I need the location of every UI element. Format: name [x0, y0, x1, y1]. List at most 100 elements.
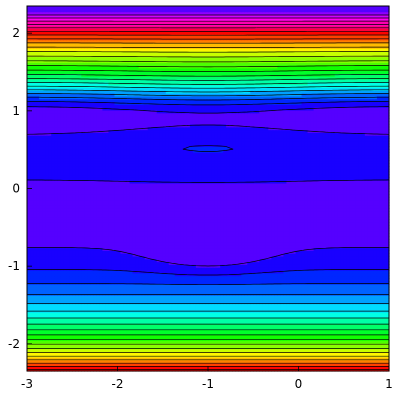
contour-cell	[90, 351, 94, 355]
contour-cell	[90, 269, 94, 274]
contour-cell	[150, 365, 155, 369]
contour-cell	[334, 365, 339, 369]
contour-cell	[72, 298, 76, 302]
contour-cell	[328, 269, 333, 274]
contour-cell	[201, 328, 206, 333]
contour-cell	[192, 286, 197, 291]
contour-cell	[141, 328, 146, 333]
contour-cell	[346, 300, 351, 305]
contour-cell	[54, 314, 58, 319]
contour-cell	[289, 356, 294, 361]
contour-cell	[385, 289, 390, 293]
contour-cell	[361, 269, 366, 274]
contour-cell	[379, 283, 384, 288]
contour-cell	[355, 323, 360, 327]
contour-cell	[39, 283, 43, 288]
contour-cell	[307, 264, 312, 268]
contour-cell	[280, 362, 285, 366]
contour-cell	[174, 303, 179, 308]
contour-cell	[247, 300, 251, 305]
contour-cell	[129, 300, 134, 305]
contour-cell	[295, 359, 300, 364]
contour-cell	[189, 328, 194, 333]
contour-cell	[93, 331, 97, 336]
contour-cell	[247, 283, 251, 288]
contour-cell	[274, 328, 278, 333]
contour-cell	[238, 292, 242, 296]
contour-cell	[33, 258, 37, 263]
contour-cell	[217, 298, 221, 302]
contour-cell	[253, 253, 257, 257]
contour-cell	[340, 286, 345, 291]
contour-cell	[48, 306, 52, 310]
contour-cell	[217, 255, 221, 260]
contour-cell	[313, 281, 318, 285]
contour-cell	[229, 264, 233, 268]
contour-cell	[90, 340, 94, 344]
contour-cell	[156, 281, 161, 285]
contour-cell	[295, 298, 300, 302]
contour-cell	[129, 269, 134, 274]
contour-cell	[168, 362, 173, 366]
contour-cell	[150, 342, 155, 347]
contour-cell	[180, 258, 185, 263]
contour-cell	[334, 264, 339, 268]
contour-cell	[370, 340, 375, 344]
contour-cell	[334, 258, 339, 263]
contour-cell	[51, 365, 55, 369]
contour-cell	[114, 340, 119, 344]
contour-cell	[42, 320, 46, 324]
contour-cell	[244, 272, 248, 277]
contour-cell	[204, 328, 209, 333]
contour-cell	[195, 323, 200, 327]
contour-cell	[138, 258, 143, 263]
contour-cell	[382, 303, 387, 308]
contour-cell	[78, 340, 82, 344]
contour-cell	[349, 269, 354, 274]
contour-cell	[223, 345, 227, 350]
contour-cell	[358, 326, 363, 330]
contour-cell	[319, 300, 324, 305]
contour-cell	[117, 323, 122, 327]
contour-cell	[313, 317, 318, 322]
contour-cell	[45, 283, 49, 288]
contour-cell	[42, 272, 46, 277]
contour-cell	[186, 362, 191, 366]
contour-cell	[150, 356, 155, 361]
contour-cell	[283, 295, 288, 299]
contour-cell	[241, 275, 245, 279]
contour-cell	[90, 289, 94, 293]
contour-cell	[171, 269, 176, 274]
contour-cell	[283, 348, 288, 352]
contour-cell	[367, 261, 372, 265]
contour-cell	[241, 326, 245, 330]
contour-cell	[256, 278, 260, 282]
contour-cell	[355, 283, 360, 288]
contour-cell	[328, 300, 333, 305]
contour-cell	[319, 295, 324, 299]
contour-cell	[186, 351, 191, 355]
contour-cell	[117, 342, 122, 347]
contour-cell	[262, 295, 266, 299]
contour-cell	[117, 334, 122, 338]
contour-cell	[280, 278, 285, 282]
contour-cell	[352, 362, 357, 366]
contour-cell	[364, 275, 369, 279]
contour-cell	[132, 283, 137, 288]
contour-cell	[114, 359, 119, 364]
contour-cell	[340, 289, 345, 293]
contour-cell	[250, 289, 254, 293]
contour-cell	[33, 306, 37, 310]
contour-cell	[223, 289, 227, 293]
contour-cell	[144, 342, 149, 347]
contour-cell	[316, 351, 321, 355]
contour-cell	[367, 269, 372, 274]
contour-cell	[208, 275, 212, 279]
contour-cell	[373, 342, 378, 347]
contour-cell	[313, 314, 318, 319]
contour-cell	[286, 351, 291, 355]
contour-cell	[135, 267, 140, 271]
contour-cell	[295, 272, 300, 277]
contour-cell	[349, 328, 354, 333]
contour-cell	[120, 261, 125, 265]
